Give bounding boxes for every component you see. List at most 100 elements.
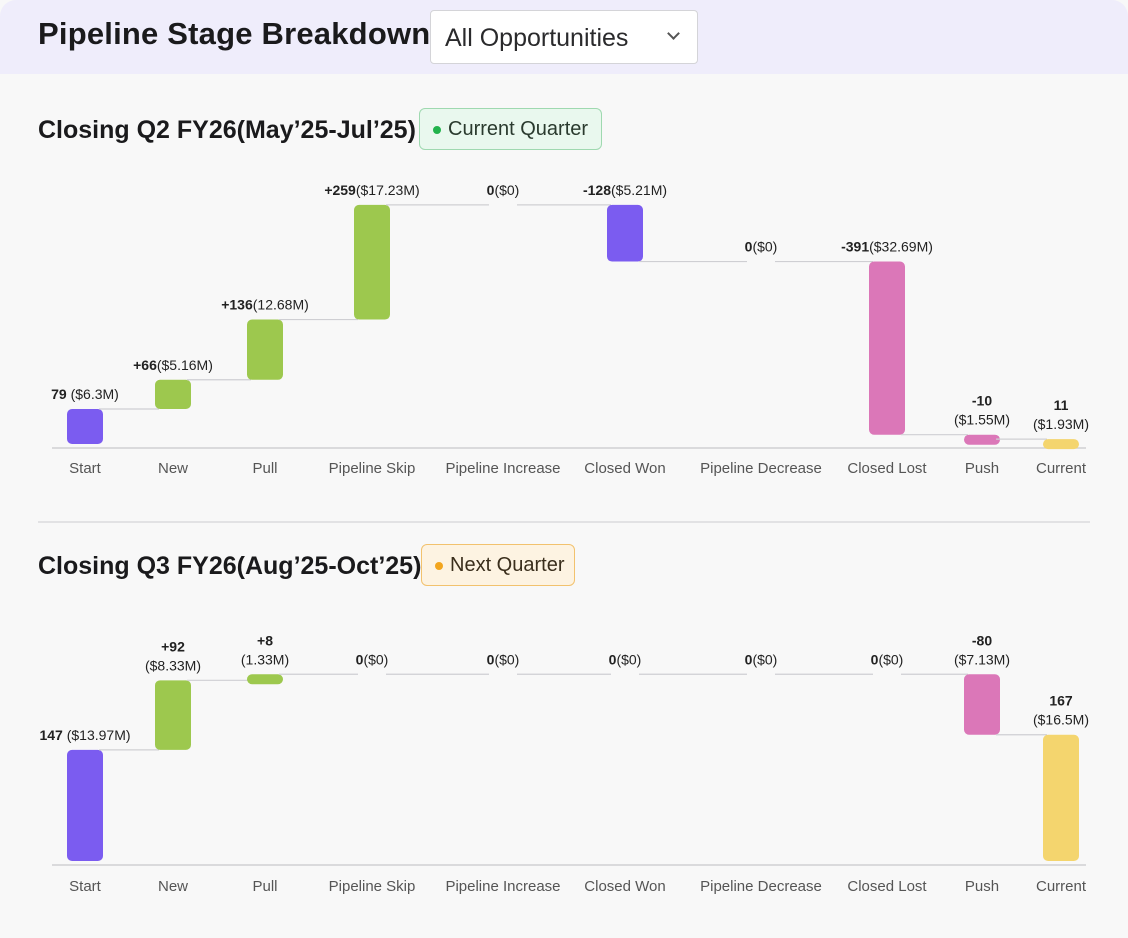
data-label-count: 11	[1054, 397, 1069, 413]
data-label: 0($0)	[745, 239, 778, 255]
bar-push[interactable]	[964, 434, 1000, 445]
section-title-q3: Closing Q3 FY26(Aug’25-Oct’25)	[38, 552, 422, 580]
data-label: 147 ($13.97M)	[39, 727, 130, 743]
bar-current[interactable]	[1043, 439, 1079, 450]
data-label-count: +66	[133, 357, 157, 373]
data-label: 0($0)	[487, 182, 520, 198]
x-tick-label: Pull	[252, 460, 277, 477]
x-tick-label: Pipeline Skip	[329, 878, 416, 895]
x-tick-label: New	[158, 460, 188, 477]
data-label-amount: ($0)	[363, 651, 388, 667]
data-label-count: 167	[1049, 693, 1073, 709]
bar-closed-won[interactable]	[607, 204, 643, 262]
data-label-amount: ($0)	[616, 651, 641, 667]
data-label: 0($0)	[487, 651, 520, 667]
data-label-count: 0	[487, 651, 495, 667]
x-tick-label: Closed Won	[584, 878, 665, 895]
data-label-count: +259	[324, 182, 356, 198]
data-label: 11 ($1.93M)	[1033, 397, 1089, 432]
data-label-count: 0	[745, 651, 753, 667]
bar-pipeline-skip[interactable]	[354, 204, 390, 320]
data-label-amount: ($5.16M)	[157, 357, 213, 373]
data-label: 0($0)	[609, 651, 642, 667]
data-label-amount: ($13.97M)	[63, 727, 131, 743]
data-label-count: 79	[51, 386, 67, 402]
x-tick-label: Pipeline Decrease	[700, 878, 822, 895]
x-tick-label: Start	[69, 460, 102, 477]
x-tick-label: Push	[965, 460, 999, 477]
bar-start[interactable]	[67, 409, 103, 444]
x-tick-label: Push	[965, 878, 999, 895]
x-tick-label: Pipeline Decrease	[700, 460, 822, 477]
x-tick-label: Pipeline Increase	[445, 460, 560, 477]
bar-pull[interactable]	[247, 319, 283, 380]
bar-push[interactable]	[964, 674, 1000, 735]
opportunity-filter-select[interactable]: All Opportunities	[430, 10, 698, 64]
data-label-amount: ($7.13M)	[954, 651, 1010, 667]
data-label-amount: ($0)	[752, 651, 777, 667]
data-label: -80 ($7.13M)	[954, 632, 1010, 667]
x-tick-label: Pipeline Skip	[329, 460, 416, 477]
data-label: -10 ($1.55M)	[954, 393, 1010, 428]
section-divider	[38, 521, 1090, 523]
x-tick-label: Current	[1036, 878, 1087, 895]
data-label-count: +8	[257, 632, 273, 648]
bar-pull[interactable]	[247, 674, 283, 685]
data-label-count: +92	[161, 638, 185, 654]
data-label-amount: ($0)	[878, 651, 903, 667]
data-label: 0($0)	[356, 651, 389, 667]
data-label-count: +136	[221, 297, 253, 313]
data-label-count: -10	[972, 393, 992, 409]
data-label-count: 0	[871, 651, 879, 667]
data-label-amount: ($1.55M)	[954, 412, 1010, 428]
data-label: +66($5.16M)	[133, 357, 213, 373]
data-label: +259($17.23M)	[324, 182, 419, 198]
waterfall-chart-q2: 79 ($6.3M) Start +66($5.16M) New +136(12.68M…	[51, 182, 1089, 477]
x-tick-label: Closed Lost	[847, 878, 927, 895]
section-title-q2: Closing Q2 FY26(May’25-Jul’25)	[38, 116, 416, 144]
data-label: +92 ($8.33M)	[145, 638, 201, 673]
page-title: Pipeline Stage Breakdown	[38, 16, 431, 51]
data-label-count: 0	[609, 651, 617, 667]
x-tick-label: Pull	[252, 878, 277, 895]
data-label: 0($0)	[745, 651, 778, 667]
data-label-amount: ($17.23M)	[356, 182, 420, 198]
status-dot-icon	[435, 562, 443, 570]
data-label-amount: ($1.93M)	[1033, 416, 1089, 432]
status-badge-current-quarter: Current Quarter	[419, 108, 602, 150]
bar-start[interactable]	[67, 749, 103, 861]
filter-selected-value: All Opportunities	[445, 24, 629, 52]
x-tick-label: New	[158, 878, 188, 895]
data-label: +136(12.68M)	[221, 297, 309, 313]
data-label-count: 0	[487, 182, 495, 198]
data-label-amount: ($0)	[494, 182, 519, 198]
bar-current[interactable]	[1043, 734, 1079, 861]
data-label-amount: ($0)	[494, 651, 519, 667]
data-label-amount: (1.33M)	[241, 651, 289, 667]
data-label-count: 0	[745, 239, 753, 255]
data-label-amount: (12.68M)	[253, 297, 309, 313]
data-label-amount: ($8.33M)	[145, 657, 201, 673]
data-label-amount: ($5.21M)	[611, 182, 667, 198]
x-tick-label: Current	[1036, 460, 1087, 477]
bar-new[interactable]	[155, 379, 191, 410]
data-label-count: -391	[841, 239, 869, 255]
data-label: -128($5.21M)	[583, 182, 667, 198]
data-label: 79 ($6.3M)	[51, 386, 119, 402]
data-label-count: 147	[39, 727, 63, 743]
bar-closed-lost[interactable]	[869, 261, 905, 435]
data-label-count: -80	[972, 632, 992, 648]
data-label: +8 (1.33M)	[241, 632, 289, 667]
data-label-amount: ($6.3M)	[67, 386, 119, 402]
badge-label: Next Quarter	[450, 554, 565, 576]
badge-label: Current Quarter	[448, 118, 589, 140]
x-tick-label: Closed Won	[584, 460, 665, 477]
data-label: -391($32.69M)	[841, 239, 933, 255]
x-tick-label: Start	[69, 878, 102, 895]
status-dot-icon	[433, 126, 441, 134]
bar-new[interactable]	[155, 680, 191, 750]
data-label-amount: ($32.69M)	[869, 239, 933, 255]
data-label-count: 0	[356, 651, 364, 667]
